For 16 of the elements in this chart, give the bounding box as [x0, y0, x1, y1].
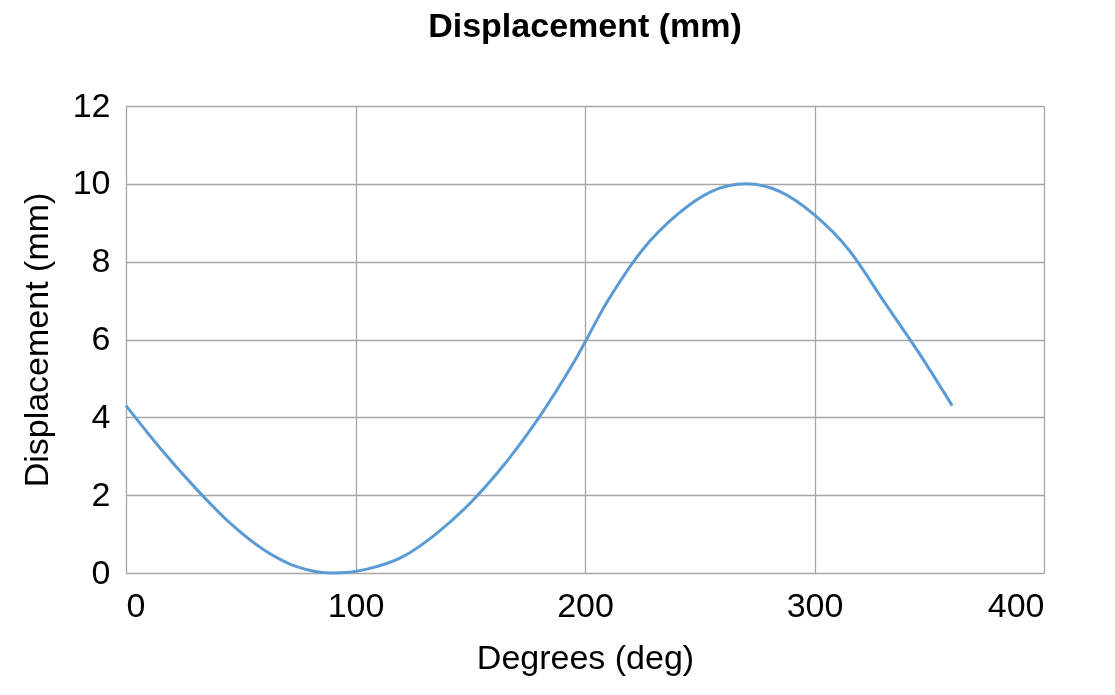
line-series — [124, 182, 954, 575]
x-tick-label: 300 — [786, 585, 844, 624]
y-tick-label: 0 — [91, 552, 111, 591]
x-tick-label: 0 — [126, 585, 146, 624]
y-tick-label: 8 — [91, 241, 111, 280]
chart-title: Displacement (mm) — [428, 6, 742, 44]
y-tick-label: 12 — [72, 85, 111, 124]
y-tick-label: 2 — [91, 474, 111, 513]
x-tick-label: 200 — [557, 585, 614, 624]
y-tick-label: 6 — [91, 319, 111, 357]
y-tick-label: 4 — [91, 396, 111, 435]
x-tick-label: 400 — [987, 585, 1045, 624]
y-axis-title: Displacement (mm) — [16, 192, 55, 488]
y-tick-label: 10 — [72, 163, 111, 202]
x-axis-title: Degrees (deg) — [476, 637, 695, 676]
x-tick-label: 100 — [327, 585, 385, 624]
